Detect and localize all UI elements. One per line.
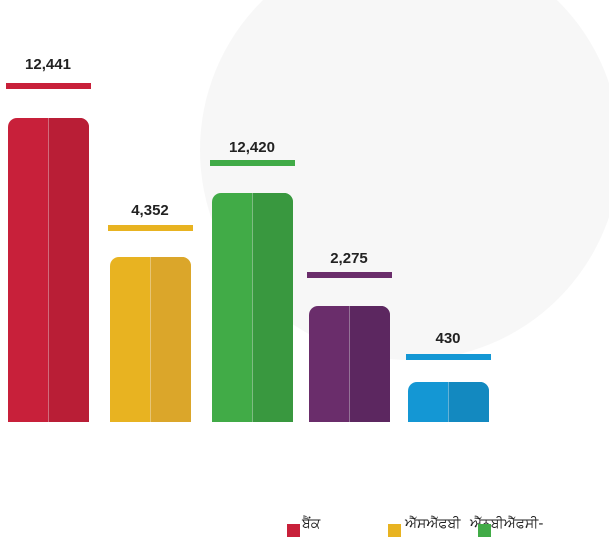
legend-swatch: [478, 524, 491, 537]
legend-label: ਬੈਂਕ: [302, 516, 321, 532]
label-rule: [210, 160, 295, 166]
bar-shade: [447, 382, 489, 422]
bar-shade: [47, 118, 89, 422]
legend-swatch: [287, 524, 300, 537]
bar: [212, 193, 293, 422]
bar: [8, 118, 89, 422]
label-rule: [307, 272, 392, 278]
bar-shade: [149, 257, 191, 422]
bar-shade: [348, 306, 390, 422]
value-label: 12,441: [25, 56, 71, 73]
label-rule: [406, 354, 491, 360]
bar: [408, 382, 489, 422]
label-rule: [108, 225, 193, 231]
bar-shade: [251, 193, 293, 422]
value-label: 12,420: [229, 139, 275, 156]
legend-label: ਐੱਸਐੱਫਬੀ: [405, 516, 461, 532]
value-label: 2,275: [330, 250, 368, 267]
legend-swatch: [388, 524, 401, 537]
value-label: 4,352: [131, 202, 169, 219]
bar: [110, 257, 191, 422]
bar: [309, 306, 390, 422]
label-rule: [6, 83, 91, 89]
value-label: 430: [435, 330, 461, 347]
